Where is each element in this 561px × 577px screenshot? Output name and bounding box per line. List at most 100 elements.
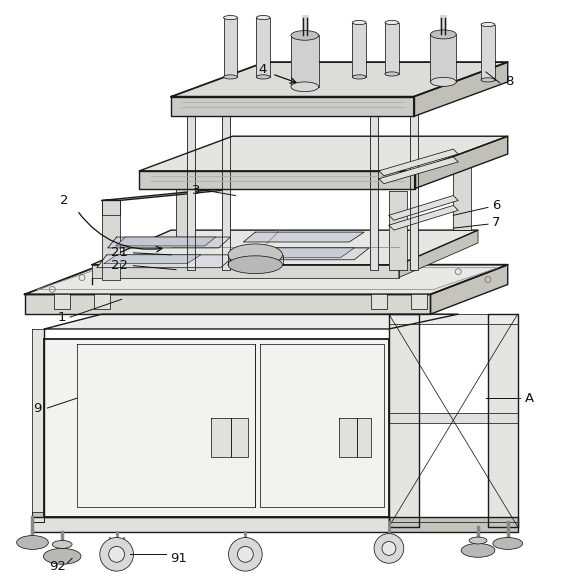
Text: 3: 3 [192, 184, 200, 197]
Polygon shape [102, 200, 119, 279]
Text: 8: 8 [505, 76, 514, 88]
Polygon shape [411, 294, 426, 309]
Polygon shape [116, 237, 215, 246]
Text: 91: 91 [171, 552, 187, 565]
Polygon shape [33, 512, 44, 522]
Text: A: A [525, 392, 534, 404]
Text: 92: 92 [49, 560, 66, 573]
Ellipse shape [228, 256, 283, 273]
Ellipse shape [385, 72, 399, 76]
Ellipse shape [291, 82, 319, 92]
Ellipse shape [481, 78, 495, 82]
Polygon shape [389, 190, 407, 269]
Polygon shape [176, 176, 194, 240]
Polygon shape [260, 344, 384, 507]
Polygon shape [54, 294, 70, 309]
Text: 4: 4 [258, 63, 266, 77]
Polygon shape [410, 67, 417, 269]
Polygon shape [389, 517, 518, 531]
Ellipse shape [256, 16, 270, 20]
Polygon shape [371, 294, 387, 309]
Polygon shape [357, 418, 371, 458]
Polygon shape [413, 62, 508, 117]
Circle shape [109, 546, 125, 562]
Polygon shape [415, 136, 508, 189]
Polygon shape [92, 230, 478, 265]
Ellipse shape [493, 538, 523, 549]
Polygon shape [389, 314, 419, 527]
Polygon shape [33, 329, 44, 522]
Ellipse shape [256, 75, 270, 79]
Polygon shape [140, 136, 508, 171]
Polygon shape [389, 413, 518, 423]
Ellipse shape [430, 77, 456, 87]
Polygon shape [389, 196, 458, 220]
Polygon shape [339, 418, 357, 458]
Ellipse shape [461, 544, 495, 557]
Ellipse shape [352, 20, 366, 25]
Circle shape [374, 534, 404, 563]
Polygon shape [453, 166, 471, 230]
Circle shape [382, 541, 396, 555]
Text: 1: 1 [58, 310, 66, 324]
Polygon shape [77, 344, 255, 507]
Polygon shape [399, 230, 478, 278]
Polygon shape [430, 35, 456, 82]
Polygon shape [370, 77, 378, 269]
Polygon shape [94, 294, 110, 309]
Polygon shape [44, 314, 458, 329]
Text: 7: 7 [491, 216, 500, 228]
Text: 22: 22 [111, 259, 128, 272]
Polygon shape [389, 205, 458, 230]
Polygon shape [379, 149, 458, 176]
Circle shape [100, 538, 134, 571]
Ellipse shape [291, 31, 319, 40]
Polygon shape [389, 314, 518, 324]
Polygon shape [488, 314, 518, 527]
Polygon shape [379, 157, 458, 183]
Circle shape [228, 538, 262, 571]
Polygon shape [97, 255, 236, 268]
Polygon shape [224, 18, 237, 77]
Text: 6: 6 [491, 199, 500, 212]
Polygon shape [246, 248, 354, 258]
Ellipse shape [224, 16, 237, 20]
Polygon shape [385, 23, 399, 74]
Ellipse shape [228, 244, 283, 265]
Polygon shape [33, 517, 389, 531]
Polygon shape [102, 200, 119, 215]
Polygon shape [291, 35, 319, 87]
Polygon shape [231, 418, 249, 458]
Polygon shape [25, 265, 508, 294]
Ellipse shape [224, 75, 237, 79]
Polygon shape [171, 62, 508, 97]
Ellipse shape [17, 535, 48, 549]
Text: 2: 2 [60, 194, 68, 207]
Polygon shape [222, 82, 229, 269]
Polygon shape [256, 18, 270, 77]
Polygon shape [171, 97, 413, 117]
Polygon shape [238, 248, 369, 260]
Ellipse shape [469, 537, 487, 544]
Polygon shape [481, 25, 495, 80]
Polygon shape [243, 232, 364, 242]
Ellipse shape [430, 30, 456, 39]
Polygon shape [104, 255, 201, 264]
Polygon shape [430, 265, 508, 314]
Polygon shape [102, 166, 471, 200]
Polygon shape [352, 23, 366, 77]
Ellipse shape [385, 20, 399, 25]
Ellipse shape [481, 23, 495, 27]
Ellipse shape [352, 75, 366, 79]
Text: 21: 21 [111, 246, 128, 259]
Polygon shape [44, 339, 389, 517]
Polygon shape [108, 237, 231, 248]
Polygon shape [92, 265, 399, 278]
Polygon shape [25, 294, 430, 314]
Polygon shape [211, 418, 231, 458]
Polygon shape [140, 171, 415, 189]
Polygon shape [389, 522, 518, 531]
Text: 9: 9 [33, 402, 42, 414]
Ellipse shape [43, 548, 81, 564]
Polygon shape [187, 97, 195, 269]
